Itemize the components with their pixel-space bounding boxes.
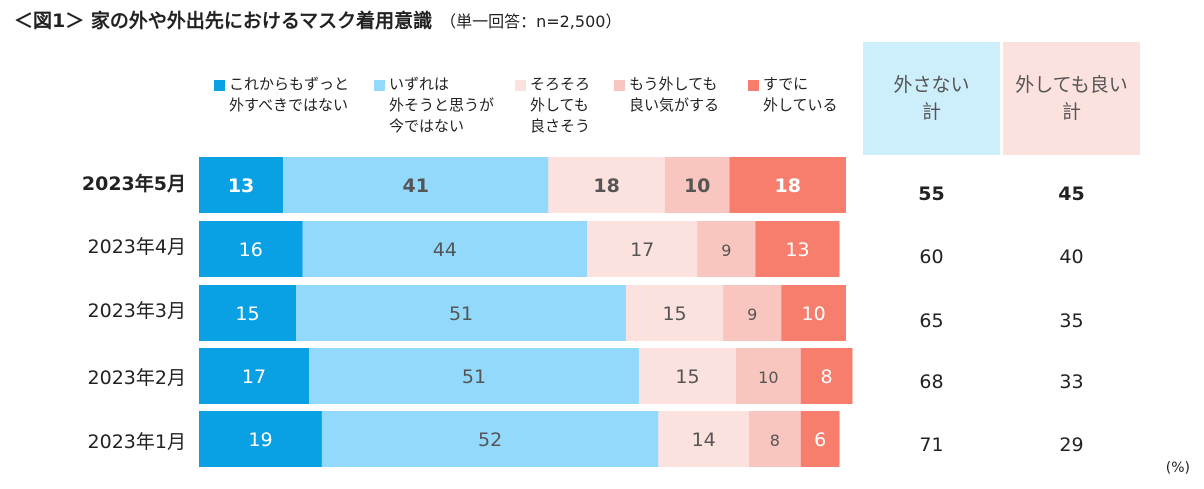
- bar-segment-2023-03-s1: [199, 285, 297, 341]
- bar-value-2023-01-s5: 6: [814, 429, 826, 451]
- row-label-2023-04: 2023年4月: [87, 236, 186, 258]
- bar-value-2023-01-s2: 52: [478, 429, 502, 451]
- total-not-remove-2023-05: 55: [918, 183, 945, 205]
- total-not-remove-2023-04: 60: [919, 246, 944, 268]
- row-label-2023-05: 2023年5月: [81, 173, 186, 195]
- total-not-remove-2023-01: 71: [919, 434, 944, 456]
- total-may-remove-2023-03: 35: [1059, 310, 1084, 332]
- legend-item-4: もう外しても 良い気がする: [614, 74, 719, 116]
- legend-item-1: これからもずっと 外すべきではない: [214, 74, 349, 116]
- total-may-remove-2023-05: 45: [1058, 183, 1085, 205]
- bar-segment-2023-03-s3: [626, 285, 724, 341]
- legend-swatch-4: [614, 80, 625, 91]
- legend-swatch-2: [374, 80, 385, 91]
- bar-value-2023-05-s2: 41: [403, 175, 429, 197]
- legend-label-3: そろそろ 外しても 良さそう: [530, 75, 591, 135]
- bar-value-2023-02-s4: 10: [758, 368, 778, 387]
- row-label-2023-02: 2023年2月: [87, 367, 186, 389]
- legend-swatch-5: [748, 80, 759, 91]
- legend-label-1: これからもずっと 外すべきではない: [229, 75, 350, 114]
- bar-segment-2023-04-s4: [697, 221, 756, 277]
- bar-value-2023-05-s4: 10: [684, 175, 710, 197]
- bar-segment-2023-04-s3: [587, 221, 698, 277]
- bar-value-2023-03-s3: 15: [662, 303, 686, 325]
- bar-segment-2023-02-s5: [800, 348, 853, 404]
- bar-value-2023-05-s5: 18: [775, 175, 801, 197]
- bar-value-2023-04-s3: 17: [630, 239, 654, 261]
- bar-segment-2023-04-s5: [755, 221, 840, 277]
- bar-segment-2023-01-s2: [321, 411, 659, 467]
- bar-segment-2023-03-s2: [296, 285, 627, 341]
- legend-label-5: すでに 外している: [763, 75, 838, 114]
- bar-value-2023-04-s4: 9: [721, 241, 731, 260]
- total-may-remove-2023-04: 40: [1059, 246, 1084, 268]
- bar-segment-2023-02-s2: [308, 348, 639, 404]
- bar-segment-2023-03-s4: [723, 285, 782, 341]
- bar-segment-2023-05-s3: [548, 157, 665, 213]
- total-not-remove-2023-02: 68: [919, 371, 944, 393]
- summary-header-may-remove: 外しても良い 計: [1003, 42, 1140, 155]
- unit-label: (%): [1165, 460, 1190, 476]
- legend-item-2: いずれは 外そうと思うが 今ではない: [374, 74, 494, 137]
- bar-value-2023-03-s4: 9: [747, 305, 757, 324]
- bar-value-2023-03-s2: 51: [449, 303, 473, 325]
- legend-label-4: もう外しても 良い気がする: [629, 75, 720, 114]
- total-not-remove-2023-03: 65: [919, 310, 944, 332]
- bar-value-2023-05-s3: 18: [593, 175, 619, 197]
- bar-segment-2023-02-s4: [736, 348, 801, 404]
- bar-segment-2023-05-s4: [664, 157, 730, 213]
- bar-value-2023-02-s3: 15: [675, 366, 699, 388]
- chart-title: ＜図1＞ 家の外や外出先におけるマスク着用意識 （単一回答：n=2,500）: [14, 6, 621, 33]
- bar-segment-2023-01-s4: [748, 411, 801, 467]
- bar-value-2023-01-s3: 14: [692, 429, 716, 451]
- bar-value-2023-01-s1: 19: [248, 429, 272, 451]
- bar-segment-2023-05-s5: [729, 157, 846, 213]
- bar-value-2023-04-s2: 44: [433, 239, 457, 261]
- bar-value-2023-03-s5: 10: [802, 303, 826, 325]
- bar-value-2023-02-s1: 17: [242, 366, 266, 388]
- bar-segment-2023-01-s1: [199, 411, 322, 467]
- bar-value-2023-04-s1: 16: [239, 239, 263, 261]
- bar-segment-2023-04-s1: [199, 221, 303, 277]
- total-may-remove-2023-02: 33: [1059, 371, 1084, 393]
- chart-title-main: ＜図1＞ 家の外や外出先におけるマスク着用意識: [14, 10, 433, 32]
- bar-value-2023-02-s2: 51: [462, 366, 486, 388]
- bar-value-2023-02-s5: 8: [821, 366, 833, 388]
- total-may-remove-2023-01: 29: [1059, 434, 1084, 456]
- chart-subtitle: （単一回答：n=2,500）: [440, 12, 622, 31]
- bar-segment-2023-01-s5: [800, 411, 840, 467]
- bar-value-2023-05-s1: 13: [228, 175, 254, 197]
- bar-segment-2023-02-s3: [638, 348, 737, 404]
- row-label-2023-03: 2023年3月: [87, 300, 186, 322]
- bar-value-2023-04-s5: 13: [785, 239, 809, 261]
- bar-segment-2023-01-s3: [658, 411, 749, 467]
- bar-segment-2023-05-s1: [199, 157, 284, 213]
- bar-segment-2023-04-s2: [302, 221, 588, 277]
- bar-value-2023-03-s1: 15: [235, 303, 259, 325]
- legend-item-5: すでに 外している: [748, 74, 838, 116]
- legend-swatch-1: [214, 80, 225, 91]
- legend-item-3: そろそろ 外しても 良さそう: [515, 74, 590, 137]
- legend-swatch-3: [515, 80, 526, 91]
- bar-value-2023-01-s4: 8: [770, 431, 780, 450]
- bar-segment-2023-02-s1: [199, 348, 309, 404]
- summary-header-not-remove: 外さない 計: [863, 42, 1000, 155]
- bar-segment-2023-05-s2: [283, 157, 549, 213]
- bar-segment-2023-03-s5: [781, 285, 846, 341]
- legend-label-2: いずれは 外そうと思うが 今ではない: [389, 75, 495, 135]
- row-label-2023-01: 2023年1月: [87, 431, 186, 453]
